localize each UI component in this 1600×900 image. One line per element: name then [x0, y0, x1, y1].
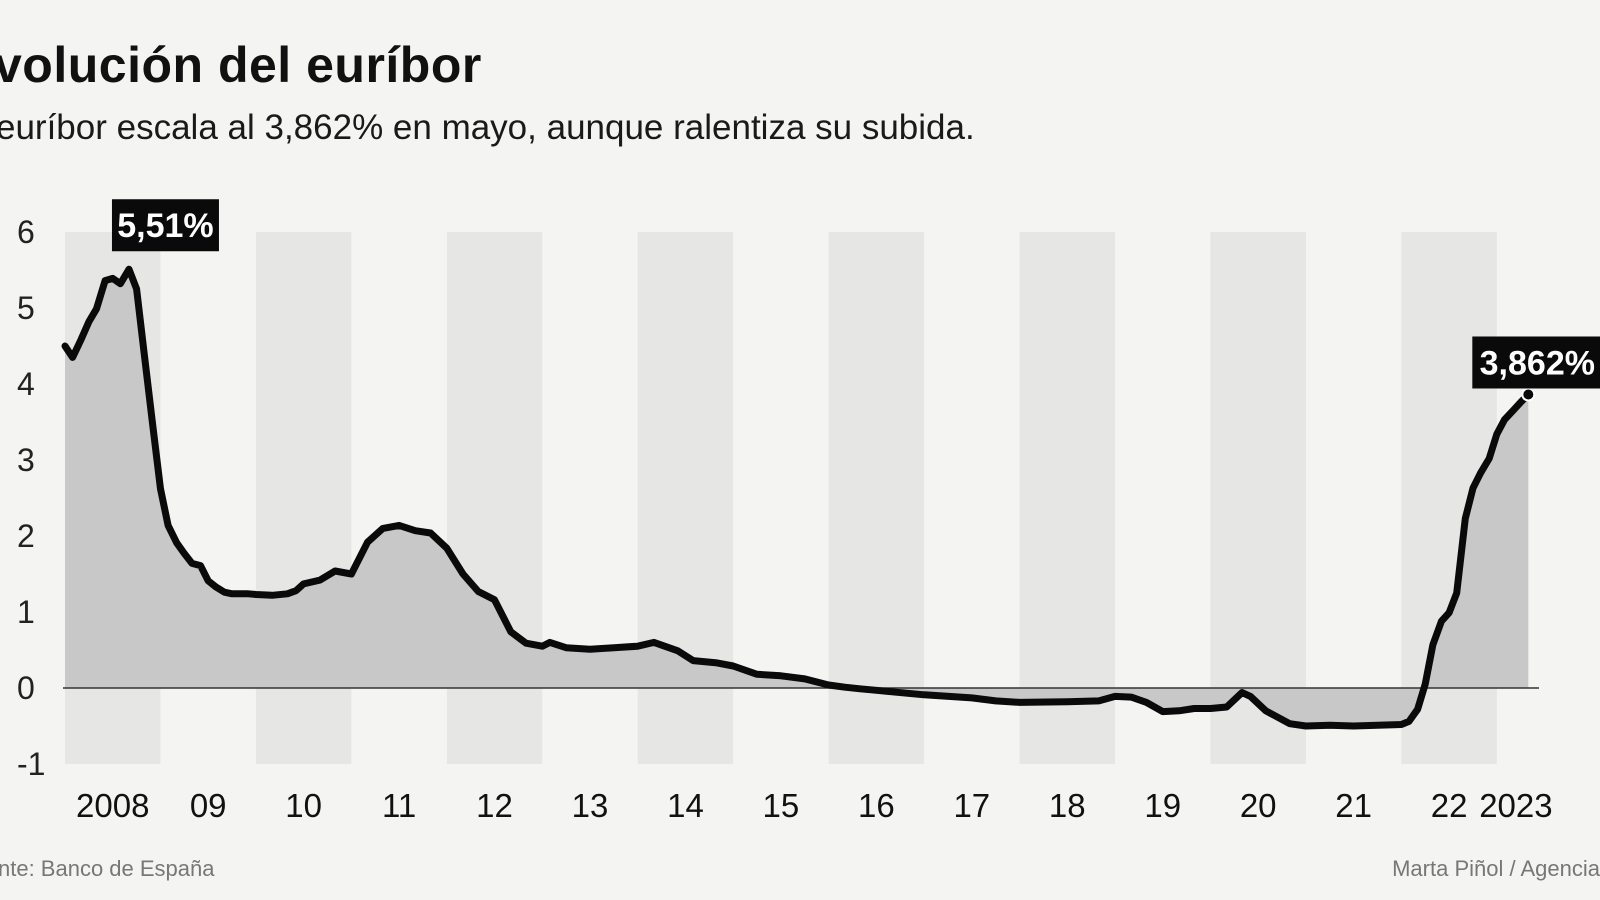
x-tick-label: 13: [572, 787, 609, 824]
value-callout-box: [111, 199, 219, 252]
value-callouts: 5,51% 3,862%: [111, 199, 1600, 389]
y-tick-label: 2: [17, 518, 35, 554]
x-tick-label: 19: [1144, 787, 1181, 824]
x-tick-label: 17: [953, 787, 990, 824]
x-tick-label: 22: [1431, 787, 1468, 824]
y-axis-ticks: 6 5 4 3 2 1 0 -1: [17, 214, 45, 782]
end-point-marker: [1521, 387, 1536, 402]
y-tick-label: 0: [17, 670, 35, 706]
x-tick-label: 09: [190, 787, 227, 824]
y-tick-label: 5: [17, 290, 35, 326]
chart-subtitle: euríbor escala al 3,862% en mayo, aunque…: [0, 108, 975, 147]
y-tick-label: 3: [17, 442, 35, 478]
euribor-area: [65, 269, 1529, 726]
author-credit: Marta Piñol / Agencia: [1392, 856, 1600, 881]
y-tick-label: 6: [17, 214, 35, 250]
year-band: [1019, 232, 1115, 764]
x-tick-label: 20: [1240, 787, 1277, 824]
x-tick-label: 16: [858, 787, 895, 824]
x-axis-ticks: 2008 09 10 11 12 13 14 15 16 17 18 19 20 21 22 2023: [76, 787, 1553, 824]
year-band: [828, 232, 925, 764]
value-callout-label: 5,51%: [117, 207, 213, 245]
y-tick-label: 4: [17, 366, 35, 402]
x-tick-label: 11: [382, 787, 416, 824]
x-tick-label: 12: [476, 787, 513, 824]
x-tick-label: 21: [1335, 787, 1372, 824]
y-tick-label: -1: [17, 746, 45, 782]
x-tick-label: 2023: [1479, 787, 1552, 824]
x-tick-label: 15: [763, 787, 800, 824]
euribor-line: [61, 265, 1532, 730]
year-band: [1210, 232, 1306, 764]
y-tick-label: 1: [17, 594, 35, 630]
x-tick-label: 10: [285, 787, 322, 824]
source-note: nte: Banco de España: [0, 856, 215, 881]
value-callout-label: 3,862%: [1480, 344, 1595, 382]
x-tick-label: 2008: [76, 787, 149, 824]
x-tick-label: 18: [1049, 787, 1086, 824]
x-tick-label: 14: [667, 787, 704, 824]
value-callout-box: [1472, 336, 1600, 389]
chart-title: volución del euríbor: [0, 37, 482, 93]
